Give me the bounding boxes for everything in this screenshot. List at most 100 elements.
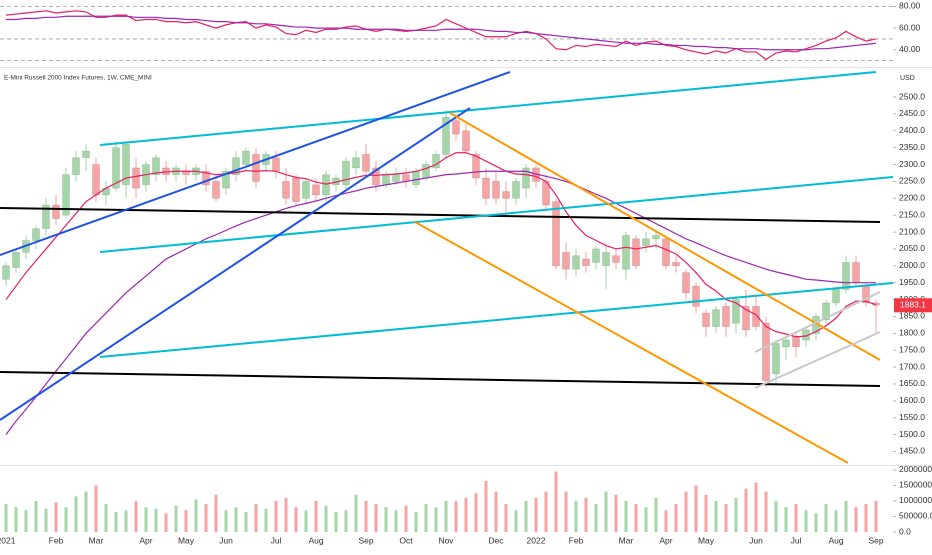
x-tick-label: May bbox=[178, 535, 195, 545]
candle-body bbox=[682, 272, 690, 294]
trend-line bbox=[0, 71, 511, 256]
candle-body bbox=[832, 289, 840, 304]
volume-bar bbox=[104, 504, 108, 532]
candle-body bbox=[702, 312, 710, 327]
candle-body bbox=[562, 252, 570, 270]
y-tick-label: 2350.0 bbox=[899, 142, 925, 152]
trend-line bbox=[0, 371, 881, 387]
volume-bar bbox=[204, 504, 208, 532]
volume-bar bbox=[864, 504, 868, 532]
volume-bar bbox=[744, 488, 748, 532]
y-tick-label: 2250.0 bbox=[899, 176, 925, 186]
volume-bar bbox=[344, 510, 348, 532]
volume-bar bbox=[714, 500, 718, 532]
volume-bar bbox=[534, 497, 538, 532]
volume-bar bbox=[64, 507, 68, 532]
volume-bar bbox=[74, 496, 78, 532]
volume-bar bbox=[704, 494, 708, 532]
x-tick-label: 2022 bbox=[527, 535, 546, 545]
volume-bar bbox=[844, 500, 848, 532]
candle-body bbox=[452, 120, 460, 135]
x-tick-label: May bbox=[698, 535, 715, 545]
candle-body bbox=[792, 336, 800, 348]
volume-bar bbox=[194, 499, 198, 532]
volume-bar bbox=[484, 480, 488, 532]
volume-bar bbox=[574, 500, 578, 532]
candle-body bbox=[712, 309, 720, 327]
x-tick-label: Jul bbox=[271, 535, 282, 545]
y-tick-label: 500000.0 bbox=[899, 511, 932, 521]
volume-bar bbox=[464, 497, 468, 532]
x-tick-label: Oct bbox=[399, 535, 413, 545]
y-axis-unit: USD bbox=[900, 75, 915, 82]
y-tick-label: 1500000.0 bbox=[899, 480, 932, 490]
candle-body bbox=[472, 154, 480, 179]
volume-bar bbox=[804, 510, 808, 532]
candle-body bbox=[212, 181, 220, 199]
x-tick-label: Jun bbox=[219, 535, 233, 545]
candle-body bbox=[312, 184, 320, 196]
volume-bar bbox=[144, 507, 148, 532]
candle-body bbox=[742, 306, 750, 331]
candle-body bbox=[342, 160, 350, 186]
y-tick-label: 1000000.0 bbox=[899, 495, 932, 505]
volume-bar bbox=[674, 504, 678, 532]
candle-body bbox=[372, 167, 380, 186]
candle-body bbox=[732, 299, 740, 324]
volume-bar bbox=[274, 500, 278, 532]
volume-bar bbox=[374, 504, 378, 532]
candle-body bbox=[762, 322, 770, 381]
candle-body bbox=[122, 143, 130, 186]
volume-bar bbox=[234, 507, 238, 532]
candle-body bbox=[722, 306, 730, 327]
candle-body bbox=[82, 150, 90, 159]
candle-body bbox=[222, 170, 230, 189]
candle-body bbox=[2, 265, 10, 280]
x-tick-label: Apr bbox=[659, 535, 672, 545]
volume-bar bbox=[214, 494, 218, 532]
volume-bar bbox=[94, 485, 98, 532]
x-tick-label: Feb bbox=[569, 535, 584, 545]
y-tick-label: 2300.0 bbox=[899, 159, 925, 169]
candle-body bbox=[612, 255, 620, 263]
volume-bar bbox=[324, 505, 328, 532]
candle-body bbox=[12, 252, 20, 268]
candle-body bbox=[842, 262, 850, 290]
volume-bar bbox=[264, 508, 268, 532]
volume-bar bbox=[244, 511, 248, 532]
volume-bar bbox=[444, 500, 448, 532]
x-tick-label: Apr bbox=[139, 535, 152, 545]
volume-bar bbox=[824, 504, 828, 532]
candle-body bbox=[782, 339, 790, 348]
candle-body bbox=[652, 235, 660, 240]
volume-bar bbox=[604, 491, 608, 532]
candle-body bbox=[622, 235, 630, 270]
indicator-line bbox=[6, 15, 877, 51]
candle-body bbox=[502, 191, 510, 199]
y-tick-label: 1600.0 bbox=[899, 395, 925, 405]
volume-bar bbox=[254, 504, 258, 532]
trend-line bbox=[99, 176, 894, 253]
candle-body bbox=[392, 174, 400, 182]
volume-bar bbox=[594, 504, 598, 532]
candle-body bbox=[492, 181, 500, 199]
volume-bar bbox=[654, 497, 658, 532]
x-tick-label: Feb bbox=[49, 535, 64, 545]
volume-bar bbox=[154, 508, 158, 532]
candle-body bbox=[412, 170, 420, 186]
candle-body bbox=[382, 174, 390, 186]
candle-body bbox=[522, 167, 530, 189]
volume-bar bbox=[44, 508, 48, 532]
volume-bar bbox=[554, 471, 558, 532]
y-tick-label: 1700.0 bbox=[899, 361, 925, 371]
volume-bar bbox=[514, 510, 518, 532]
candle-body bbox=[352, 157, 360, 169]
x-tick-label: Nov bbox=[438, 535, 454, 545]
candle-body bbox=[642, 238, 650, 246]
candle-body bbox=[442, 116, 450, 155]
candle-body bbox=[362, 154, 370, 172]
y-tick-label: 2400.0 bbox=[899, 125, 925, 135]
trend-line bbox=[754, 331, 881, 389]
y-tick-label: 1850.0 bbox=[899, 311, 925, 321]
